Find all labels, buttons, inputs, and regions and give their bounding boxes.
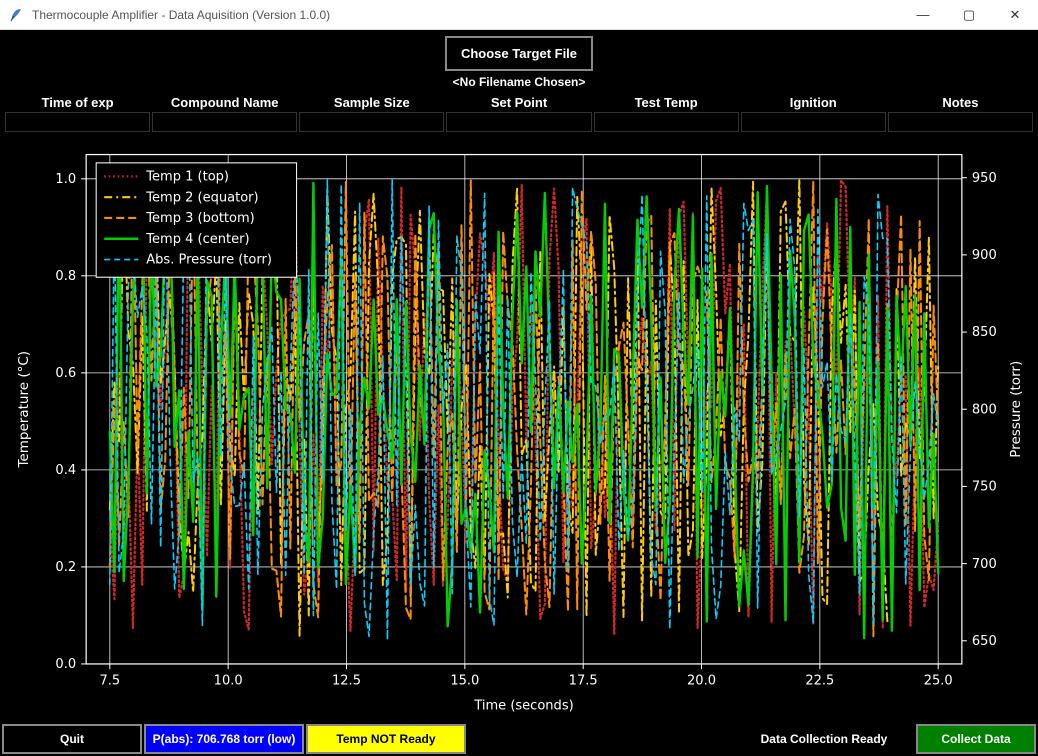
svg-text:700: 700 — [972, 557, 997, 572]
svg-text:17.5: 17.5 — [569, 674, 598, 689]
svg-text:12.5: 12.5 — [332, 674, 361, 689]
column-input-set-point[interactable] — [446, 112, 591, 132]
window-maximize-button[interactable]: ▢ — [946, 0, 992, 29]
svg-text:0.6: 0.6 — [55, 366, 76, 381]
columns-input-row — [4, 112, 1034, 132]
svg-text:950: 950 — [972, 171, 997, 186]
app-icon — [8, 7, 24, 23]
window-titlebar: Thermocouple Amplifier - Data Aquisition… — [0, 0, 1038, 30]
column-header: Time of exp — [4, 93, 151, 112]
svg-text:Temp 3 (bottom): Temp 3 (bottom) — [145, 211, 254, 226]
column-header: Sample Size — [298, 93, 445, 112]
svg-text:Abs. Pressure (torr): Abs. Pressure (torr) — [146, 253, 272, 268]
bottom-bar: Quit P(abs): 706.768 torr (low) Temp NOT… — [0, 722, 1038, 756]
svg-text:650: 650 — [972, 634, 997, 649]
column-header: Notes — [887, 93, 1034, 112]
svg-text:20.0: 20.0 — [687, 674, 716, 689]
svg-text:Temp 1 (top): Temp 1 (top) — [145, 169, 229, 184]
choose-target-file-button[interactable]: Choose Target File — [445, 36, 593, 71]
column-header: Compound Name — [151, 93, 298, 112]
collect-data-button[interactable]: Collect Data — [916, 724, 1036, 754]
svg-text:0.2: 0.2 — [55, 560, 76, 575]
svg-text:Temp 4 (center): Temp 4 (center) — [145, 232, 249, 247]
column-input-test-temp[interactable] — [594, 112, 739, 132]
svg-text:0.4: 0.4 — [55, 463, 76, 478]
svg-text:1.0: 1.0 — [55, 172, 76, 187]
svg-text:0.0: 0.0 — [55, 657, 76, 672]
window-minimize-button[interactable]: — — [900, 0, 946, 29]
temp-status-badge: Temp NOT Ready — [306, 724, 466, 754]
window-title: Thermocouple Amplifier - Data Aquisition… — [32, 8, 900, 22]
chart-legend: Temp 1 (top) Temp 2 (equator) Temp 3 (bott… — [96, 163, 296, 277]
svg-text:22.5: 22.5 — [805, 674, 834, 689]
column-header: Ignition — [740, 93, 887, 112]
collection-status-label: Data Collection Ready — [734, 724, 914, 754]
svg-text:25.0: 25.0 — [924, 674, 953, 689]
svg-text:850: 850 — [972, 325, 997, 340]
svg-text:900: 900 — [972, 248, 997, 263]
svg-text:15.0: 15.0 — [450, 674, 479, 689]
pressure-status-badge: P(abs): 706.768 torr (low) — [144, 724, 304, 754]
column-header: Test Temp — [593, 93, 740, 112]
column-header: Set Point — [445, 93, 592, 112]
svg-text:0.8: 0.8 — [55, 269, 76, 284]
svg-text:Temp 2 (equator): Temp 2 (equator) — [145, 190, 258, 205]
svg-text:7.5: 7.5 — [99, 674, 120, 689]
svg-text:10.0: 10.0 — [214, 674, 243, 689]
svg-text:Pressure (torr): Pressure (torr) — [1009, 361, 1024, 458]
chart-svg: 7.5 10.0 12.5 15.0 17.5 20.0 22.5 25.0 0.0 0.2 0.4… — [6, 140, 1032, 718]
svg-text:800: 800 — [972, 402, 997, 417]
app-body: Choose Target File <No Filename Chosen> … — [0, 30, 1038, 756]
columns-header-row: Time of expCompound NameSample SizeSet P… — [4, 93, 1034, 112]
column-input-time-of-exp[interactable] — [5, 112, 150, 132]
top-section: Choose Target File <No Filename Chosen> … — [0, 30, 1038, 132]
svg-text:750: 750 — [972, 479, 997, 494]
column-input-compound-name[interactable] — [152, 112, 297, 132]
svg-text:Temperature (°C): Temperature (°C) — [17, 351, 32, 469]
quit-button[interactable]: Quit — [2, 724, 142, 754]
column-input-notes[interactable] — [888, 112, 1033, 132]
spacer — [468, 724, 732, 754]
svg-text:Time (seconds): Time (seconds) — [473, 698, 573, 713]
chart-area: 7.5 10.0 12.5 15.0 17.5 20.0 22.5 25.0 0.0 0.2 0.4… — [6, 140, 1032, 718]
column-input-ignition[interactable] — [741, 112, 886, 132]
column-input-sample-size[interactable] — [299, 112, 444, 132]
window-close-button[interactable]: ✕ — [992, 0, 1038, 29]
filename-label: <No Filename Chosen> — [4, 75, 1034, 89]
